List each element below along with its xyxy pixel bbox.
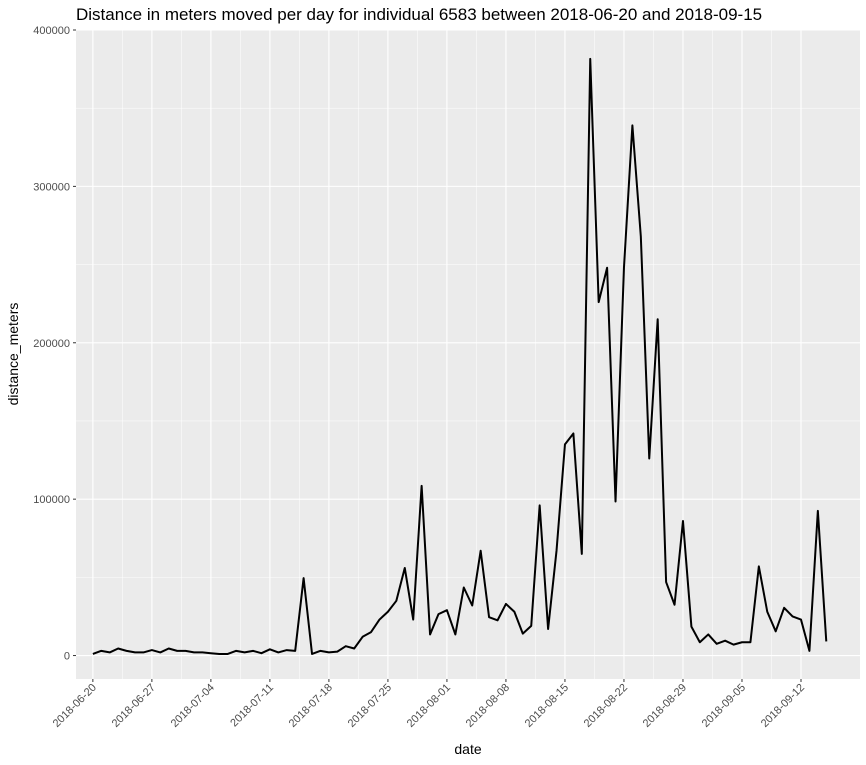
y-tick-label: 300000 [33,181,70,193]
x-tick-label: 2018-07-04 [169,682,217,730]
x-tick-label: 2018-07-11 [228,682,276,730]
x-tick-label: 2018-07-18 [287,682,335,730]
major-gridlines [76,29,860,679]
y-axis-title: distance_meters [5,303,21,406]
plot-panel [76,30,860,679]
x-axis: 2018-06-20 2018-06-27 2018-07-04 2018-07-11… [51,679,807,730]
x-tick-label: 2018-08-29 [641,682,689,730]
x-tick-label: 2018-08-15 [523,682,571,730]
x-tick-label: 2018-09-12 [759,682,807,730]
x-tick-label: 2018-06-27 [110,682,158,730]
x-tick-label: 2018-09-05 [700,682,748,730]
x-tick-label: 2018-06-20 [51,682,99,730]
y-tick-label: 200000 [33,338,70,350]
series-line [92,57,828,655]
minor-gridlines [76,30,860,679]
y-axis: 0 100000 200000 300000 400000 [33,25,76,663]
y-tick-label: 100000 [33,494,70,506]
x-axis-title: date [454,741,481,757]
x-tick-label: 2018-07-25 [346,682,394,730]
chart-title: Distance in meters moved per day for ind… [76,5,762,24]
x-tick-label: 2018-08-22 [582,682,630,730]
x-tick-label: 2018-08-01 [405,682,453,730]
y-tick-label: 0 [64,651,70,663]
series-layer [92,57,828,655]
x-tick-label: 2018-08-08 [464,682,512,730]
y-tick-label: 400000 [33,25,70,37]
